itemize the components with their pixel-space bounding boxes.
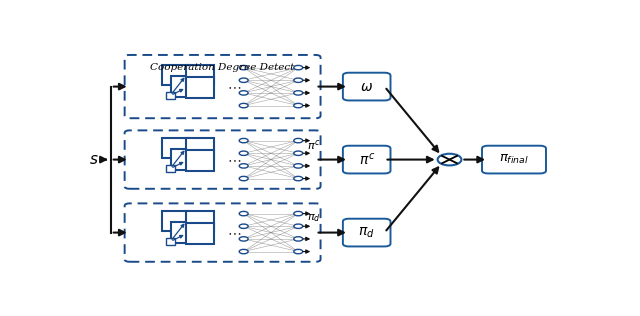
Circle shape: [294, 249, 303, 254]
Text: $\cdots$: $\cdots$: [227, 153, 241, 167]
FancyBboxPatch shape: [186, 138, 214, 158]
Circle shape: [294, 211, 303, 216]
FancyBboxPatch shape: [343, 73, 390, 100]
Text: $\pi^c$: $\pi^c$: [307, 138, 320, 152]
FancyBboxPatch shape: [172, 76, 198, 97]
FancyBboxPatch shape: [125, 131, 321, 189]
Text: $\pi_d$: $\pi_d$: [358, 225, 375, 240]
FancyBboxPatch shape: [343, 219, 390, 246]
Text: $\pi_d$: $\pi_d$: [307, 213, 321, 224]
Circle shape: [239, 211, 248, 216]
Circle shape: [294, 237, 303, 241]
Circle shape: [294, 103, 303, 108]
Text: $\pi^c$: $\pi^c$: [358, 152, 375, 167]
FancyBboxPatch shape: [166, 238, 175, 245]
Circle shape: [239, 164, 248, 168]
FancyBboxPatch shape: [162, 138, 189, 158]
FancyBboxPatch shape: [172, 222, 198, 243]
Text: $\omega$: $\omega$: [360, 80, 373, 94]
Circle shape: [294, 164, 303, 168]
FancyBboxPatch shape: [186, 223, 214, 244]
Circle shape: [438, 154, 461, 165]
Circle shape: [294, 78, 303, 82]
Circle shape: [294, 151, 303, 155]
Text: Cooperation Degree Detect: Cooperation Degree Detect: [150, 64, 295, 72]
FancyBboxPatch shape: [186, 65, 214, 85]
FancyBboxPatch shape: [166, 92, 175, 99]
Text: $s$: $s$: [89, 153, 99, 167]
Circle shape: [239, 249, 248, 254]
Circle shape: [294, 176, 303, 181]
Circle shape: [239, 65, 248, 70]
FancyBboxPatch shape: [162, 211, 189, 231]
FancyBboxPatch shape: [125, 204, 321, 262]
FancyBboxPatch shape: [162, 65, 189, 85]
FancyBboxPatch shape: [125, 55, 321, 118]
Circle shape: [239, 176, 248, 181]
FancyBboxPatch shape: [186, 77, 214, 98]
Circle shape: [239, 91, 248, 95]
FancyBboxPatch shape: [166, 165, 175, 172]
Circle shape: [294, 224, 303, 228]
Circle shape: [294, 91, 303, 95]
Circle shape: [239, 237, 248, 241]
Circle shape: [239, 151, 248, 155]
Text: $\cdots$: $\cdots$: [227, 226, 241, 240]
Text: $\pi_{final}$: $\pi_{final}$: [499, 153, 529, 166]
FancyBboxPatch shape: [343, 146, 390, 173]
Text: $\cdots$: $\cdots$: [227, 80, 241, 94]
FancyBboxPatch shape: [186, 211, 214, 231]
FancyBboxPatch shape: [482, 146, 546, 173]
Circle shape: [294, 138, 303, 143]
FancyBboxPatch shape: [172, 149, 198, 170]
Circle shape: [239, 224, 248, 228]
Circle shape: [294, 65, 303, 70]
Circle shape: [239, 138, 248, 143]
Circle shape: [239, 103, 248, 108]
FancyBboxPatch shape: [186, 150, 214, 171]
Circle shape: [239, 78, 248, 82]
